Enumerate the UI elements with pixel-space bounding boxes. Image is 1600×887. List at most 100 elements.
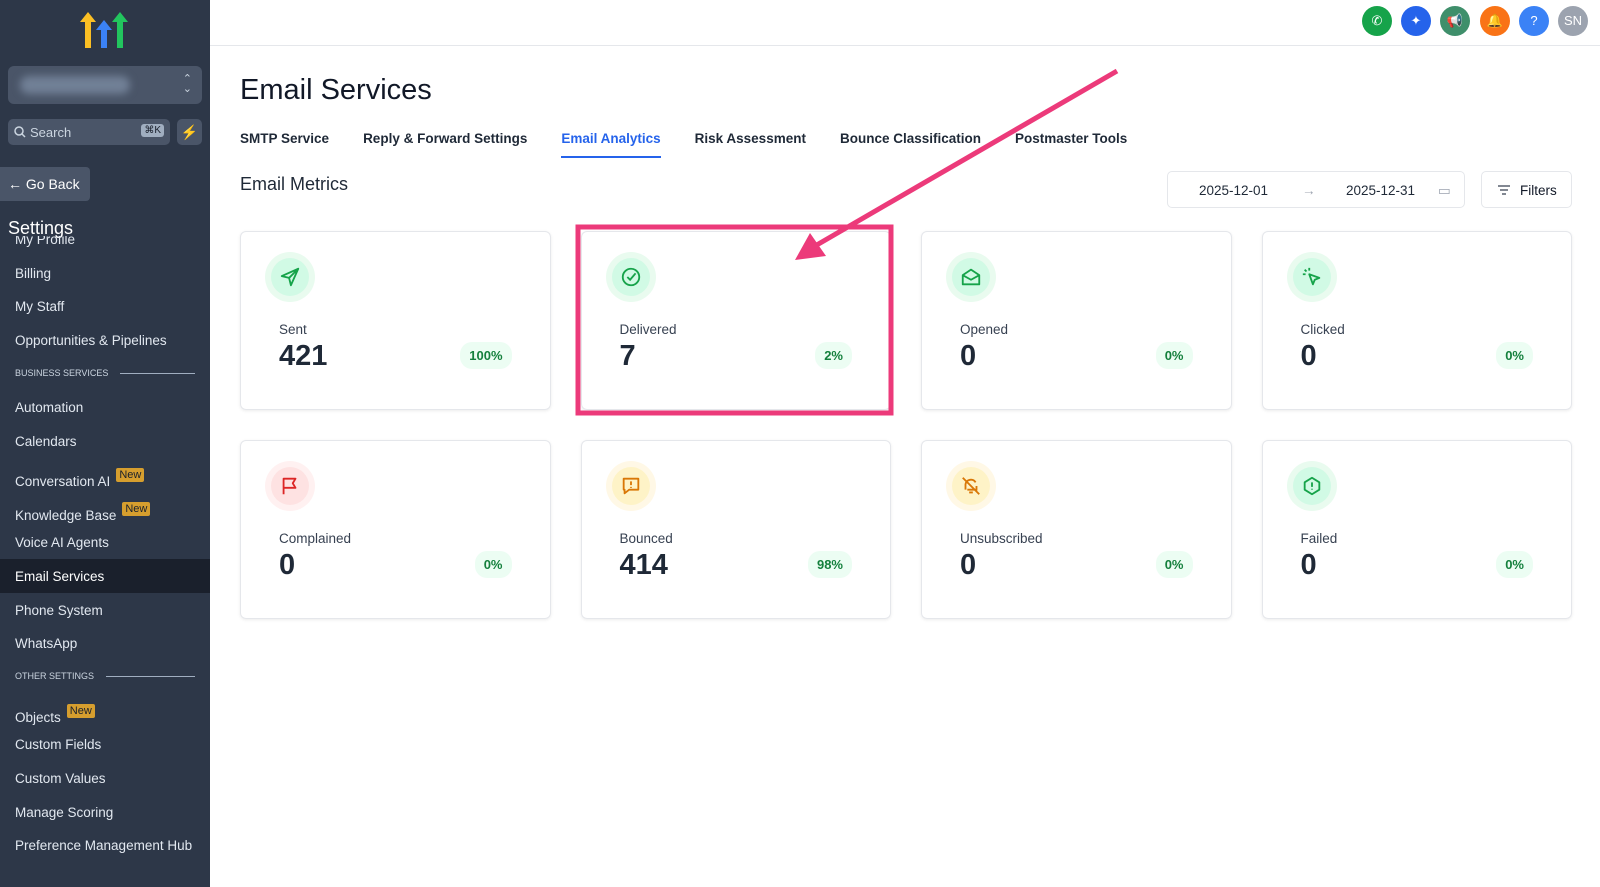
arrow-line (813, 68, 1119, 249)
nav-item[interactable]: Objects New (0, 694, 210, 728)
metric-percent: 100% (460, 342, 512, 369)
metric-value: 0 (960, 549, 977, 581)
metric-percent: 0% (1496, 551, 1533, 578)
tab[interactable]: SMTP Service (240, 131, 330, 146)
nav-item[interactable]: My Profile (0, 236, 210, 256)
section-title: Email Metrics (240, 174, 349, 194)
nav-list: My Profile Billing My Staff Opportunities &… (0, 236, 210, 887)
nav-item[interactable]: Custom Values (0, 761, 210, 795)
metric-value: 0 (1300, 549, 1317, 581)
tab[interactable]: Email Analytics (561, 131, 661, 158)
metric-icon (1286, 252, 1337, 302)
metric-card: Failed 0 0% (1261, 440, 1572, 619)
tabs: SMTP Service Reply & Forward Settings Emai… (240, 131, 1127, 158)
metric-percent: 2% (815, 342, 852, 369)
nav-label: Conversation AI (15, 473, 111, 489)
metric-cards: Sent 421 100% Delivered 7 2% Opened 0 0% Clicked 0… (240, 231, 1572, 619)
metric-value: 421 (279, 340, 328, 372)
nav-section-header: OTHER SETTINGS (0, 660, 210, 694)
filters-label: Filters (1520, 183, 1557, 198)
metric-icon (265, 252, 315, 302)
avatar[interactable]: SN (1558, 6, 1588, 36)
nav-label: Preference Management Hub (15, 838, 193, 854)
metric-card: Clicked 0 0% (1261, 231, 1572, 410)
metric-value: 414 (619, 549, 668, 581)
tab[interactable]: Risk Assessment (694, 131, 806, 146)
nav-label: Billing (15, 265, 52, 281)
nav-label: WhatsApp (15, 636, 78, 652)
filters-button[interactable]: Filters (1481, 171, 1572, 208)
metric-card: Unsubscribed 0 0% (921, 440, 1232, 619)
calendar-icon: ▭ (1438, 183, 1451, 198)
go-back-label: Go Back (25, 176, 80, 192)
account-switcher[interactable]: ⌃ ⌄ (8, 66, 202, 104)
metric-icon (605, 252, 656, 302)
metric-percent: 0% (1496, 342, 1533, 369)
nav-item[interactable]: Preference Management Hub (0, 828, 210, 862)
arrow: → (1302, 183, 1316, 198)
nav-label: Manage Scoring (15, 804, 114, 820)
phone-button[interactable]: ✆ (1362, 6, 1392, 36)
nav-label: Calendars (15, 434, 77, 450)
nav-label: Voice AI Agents (15, 535, 109, 551)
nav-label: My Staff (15, 299, 65, 315)
nav-section-label: BUSINESS SERVICES (15, 367, 109, 378)
nav-label: Knowledge Base (15, 507, 117, 523)
ai-button[interactable]: ✦ (1401, 6, 1431, 36)
metric-value: 0 (1300, 340, 1317, 372)
metric-icon (946, 461, 996, 511)
search-box[interactable]: Search ⌘K (8, 119, 170, 145)
nav-item[interactable]: Custom Fields (0, 727, 210, 761)
rule (106, 675, 195, 677)
quick-action[interactable]: ⚡ (177, 119, 202, 145)
metric-card: Complained 0 0% (240, 440, 551, 619)
tab[interactable]: Reply & Forward Settings (363, 131, 528, 146)
tab[interactable]: Postmaster Tools (1015, 131, 1128, 146)
search-placeholder: Search (30, 125, 72, 140)
nav-item[interactable]: Opportunities & Pipelines (0, 323, 210, 357)
metric-icon (605, 461, 656, 511)
metric-percent: 0% (1155, 342, 1193, 369)
nav-label: Opportunities & Pipelines (15, 333, 167, 349)
nav-item[interactable]: Email Services (0, 558, 210, 593)
new-badge: New (122, 501, 151, 516)
metric-value: 0 (279, 549, 296, 581)
nav-item[interactable]: Billing (0, 256, 210, 290)
logo[interactable] (80, 10, 128, 50)
metric-name: Delivered (619, 322, 677, 337)
tab[interactable]: Bounce Classification (839, 131, 981, 146)
metric-name: Complained (279, 531, 352, 546)
nav-item[interactable]: Conversation AI New (0, 458, 210, 492)
new-badge: New (66, 703, 95, 718)
date-range[interactable]: 2025-12-01 → 2025-12-31 ▭ (1167, 171, 1465, 208)
nav-item[interactable]: Knowledge Base New (0, 492, 210, 526)
metric-icon (1286, 461, 1337, 511)
section-title: Settings (8, 218, 74, 238)
metric-percent: 98% (807, 551, 852, 578)
nav-item[interactable]: Manage Scoring (0, 795, 210, 829)
nav-item[interactable]: My Staff (0, 289, 210, 323)
help-button[interactable]: ? (1519, 6, 1549, 36)
top-bar: ✆ ✦ 📢 🔔 ? SN (210, 0, 1600, 46)
nav-item[interactable]: Calendars (0, 424, 210, 458)
sidebar: ⌃ ⌄ Search ⌘K ⚡ ← Go Back Settings My Pro… (0, 0, 210, 887)
rule (120, 372, 195, 374)
nav-item[interactable]: WhatsApp (0, 626, 210, 660)
metric-name: Clicked (1300, 322, 1345, 337)
nav-item[interactable]: Phone System (0, 593, 210, 627)
nav-item[interactable]: Automation (0, 390, 210, 424)
metric-name: Failed (1300, 531, 1338, 546)
page-title: Email Services (240, 74, 432, 106)
announcements-button[interactable]: 📢 (1440, 6, 1470, 36)
nav-section-header: BUSINESS SERVICES (0, 357, 210, 391)
metric-icon (946, 252, 996, 302)
new-badge: New (116, 467, 145, 482)
metric-value: 0 (960, 340, 977, 372)
metric-card: Bounced 414 98% (580, 440, 891, 619)
go-back[interactable]: ← Go Back (0, 167, 90, 201)
notifications-button[interactable]: 🔔 (1480, 6, 1510, 36)
shortcut: ⌘K (141, 124, 164, 137)
metric-card: Delivered 7 2% (580, 231, 891, 410)
nav-item[interactable]: Voice AI Agents (0, 525, 210, 559)
nav-label: My Profile (15, 236, 76, 247)
